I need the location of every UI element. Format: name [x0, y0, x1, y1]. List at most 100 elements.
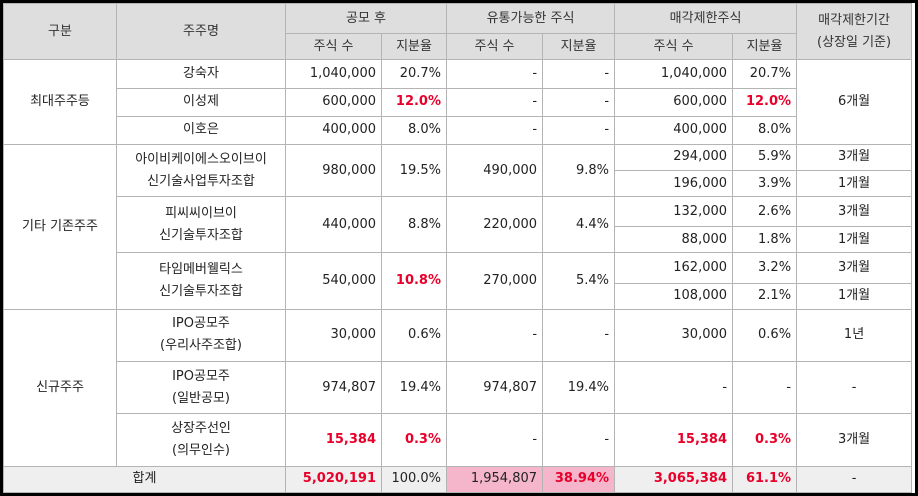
- header-tradable: 유통가능한 주식: [446, 2, 616, 35]
- shareholder-name: IPO공모주 (우리사주조합): [116, 308, 286, 363]
- rest-ratio: 5.9%: [732, 143, 798, 172]
- table-row: 피씨씨이브이 신기술투자조합 440,000 8.8% 220,000 4.4%…: [4, 196, 913, 254]
- table-row: 이성제 600,000 12.0% - - 600,000 12.0%: [4, 87, 912, 117]
- post-ratio: 8.8%: [380, 196, 448, 254]
- rest-ratio: 20.7%: [732, 59, 798, 89]
- post-shares: 400,000: [285, 115, 382, 145]
- total-period: -: [796, 465, 913, 494]
- restrict-period: 1개월: [796, 226, 913, 254]
- post-shares: 30,000: [285, 308, 382, 363]
- total-post-ratio: 100.0%: [380, 465, 448, 494]
- rest-ratio: 2.1%: [732, 282, 798, 310]
- header-rest-shares: 주식 수: [614, 33, 734, 61]
- restrict-period: 3개월: [796, 143, 913, 172]
- trade-shares: 220,000: [446, 196, 544, 254]
- header-restricted: 매각제한주식: [614, 2, 798, 35]
- table-row: 상장주선인 (의무인수) 15,384 0.3% - - 15,384 0.3%…: [4, 413, 913, 467]
- total-rest-ratio: 61.1%: [732, 465, 798, 494]
- rest-shares: -: [614, 361, 734, 415]
- total-trade-shares: 1,954,807: [446, 465, 544, 494]
- table-row: 최대주주등 강숙자 1,040,000 20.7% - - 1,040,000 …: [3, 59, 913, 145]
- table-row: IPO공모주 (일반공모) 974,807 19.4% 974,807 19.4…: [4, 361, 913, 415]
- restrict-period: 3개월: [796, 252, 913, 284]
- rest-shares: 132,000: [614, 196, 734, 228]
- restrict-period: 1개월: [796, 169, 913, 198]
- header-rest-ratio: 지분율: [732, 33, 798, 61]
- shareholder-name-line2: (우리사주조합): [160, 338, 242, 354]
- post-shares: 540,000: [285, 252, 382, 310]
- rest-shares: 15,384: [614, 413, 734, 467]
- trade-shares: -: [446, 87, 544, 117]
- rest-shares: 108,000: [614, 282, 734, 310]
- restrict-period: -: [796, 361, 913, 415]
- post-ratio: 19.5%: [380, 143, 448, 198]
- shareholder-name: 이호은: [116, 115, 286, 145]
- shareholder-lockup-table: 구분 주주명 공모 후 유통가능한 주식 매각제한주식 매각제한기간 (상장일 …: [3, 2, 913, 494]
- header-post-ipo: 공모 후: [284, 2, 448, 35]
- rest-ratio: 1.8%: [732, 226, 798, 254]
- shareholder-lockup-table-frame: 구분 주주명 공모 후 유통가능한 주식 매각제한주식 매각제한기간 (상장일 …: [3, 2, 915, 494]
- rest-ratio: 3.2%: [732, 252, 798, 284]
- rest-ratio: 12.0%: [732, 87, 798, 117]
- shareholder-name-line1: 아이비케이에스오이브이: [135, 151, 267, 167]
- rest-shares: 88,000: [614, 226, 734, 254]
- shareholder-name: 이성제: [116, 87, 286, 117]
- header-restrict-period-line2: (상장일 기준): [817, 34, 892, 50]
- shareholder-name: 강숙자: [116, 59, 286, 89]
- shareholder-name-line2: 신기술투자조합: [159, 227, 243, 243]
- trade-ratio: -: [542, 87, 616, 117]
- total-trade-ratio: 38.94%: [542, 465, 616, 494]
- restrict-period: 3개월: [796, 413, 913, 467]
- trade-ratio: 9.8%: [542, 143, 616, 198]
- post-ratio: 20.7%: [380, 59, 448, 89]
- shareholder-name-line2: 신기술사업투자조합: [147, 173, 255, 189]
- group-new: 신규주주: [3, 308, 117, 467]
- trade-ratio: 5.4%: [542, 252, 616, 310]
- header-trade-ratio: 지분율: [542, 33, 616, 61]
- restrict-period: 6개월: [796, 59, 913, 145]
- rest-shares: 600,000: [614, 87, 734, 117]
- post-shares: 1,040,000: [285, 59, 382, 89]
- table-row: 타임메버웰릭스 신기술투자조합 540,000 10.8% 270,000 5.…: [4, 252, 913, 310]
- rest-shares: 294,000: [614, 143, 734, 172]
- trade-shares: -: [446, 308, 544, 363]
- restrict-period: 1개월: [796, 282, 913, 310]
- post-ratio: 19.4%: [380, 361, 448, 415]
- shareholder-name-line2: (의무인수): [172, 443, 230, 459]
- trade-ratio: -: [542, 115, 616, 145]
- restrict-period: 3개월: [796, 196, 913, 228]
- rest-shares: 162,000: [614, 252, 734, 284]
- post-shares: 15,384: [285, 413, 382, 467]
- table-row: 이호은 400,000 8.0% - - 400,000 8.0%: [4, 115, 912, 145]
- total-row: 합계 5,020,191 100.0% 1,954,807 38.94% 3,0…: [3, 465, 913, 494]
- post-ratio: 12.0%: [380, 87, 448, 117]
- table-row: 196,000 3.9% 1개월: [4, 169, 913, 198]
- rest-ratio: 3.9%: [732, 169, 798, 198]
- trade-ratio: 19.4%: [542, 361, 616, 415]
- header-trade-shares: 주식 수: [446, 33, 544, 61]
- rest-ratio: 2.6%: [732, 196, 798, 228]
- shareholder-name-line1: 피씨씨이브이: [165, 205, 237, 221]
- group-major: 최대주주등: [3, 59, 117, 145]
- shareholder-name-line2: 신기술투자조합: [159, 284, 243, 300]
- table-row: 88,000 1.8% 1개월: [4, 226, 913, 254]
- trade-ratio: 4.4%: [542, 196, 616, 254]
- trade-shares: 270,000: [446, 252, 544, 310]
- trade-shares: 490,000: [446, 143, 544, 198]
- total-rest-shares: 3,065,384: [614, 465, 734, 494]
- post-shares: 980,000: [285, 143, 382, 198]
- shareholder-name-line2: (일반공모): [172, 390, 230, 406]
- rest-shares: 30,000: [614, 308, 734, 363]
- trade-shares: 974,807: [446, 361, 544, 415]
- shareholder-name-line1: IPO공모주: [172, 368, 230, 384]
- total-label: 합계: [3, 465, 286, 494]
- header-row-2: 주식 수 지분율 주식 수 지분율 주식 수 지분율: [4, 33, 912, 61]
- shareholder-name: 피씨씨이브이 신기술투자조합: [116, 196, 286, 254]
- trade-shares: -: [446, 115, 544, 145]
- header-shareholder: 주주명: [116, 2, 286, 61]
- post-ratio: 8.0%: [380, 115, 448, 145]
- shareholder-name-line1: IPO공모주: [172, 316, 230, 332]
- shareholder-name: 타임메버웰릭스 신기술투자조합: [116, 252, 286, 310]
- post-shares: 600,000: [285, 87, 382, 117]
- rest-shares: 1,040,000: [614, 59, 734, 89]
